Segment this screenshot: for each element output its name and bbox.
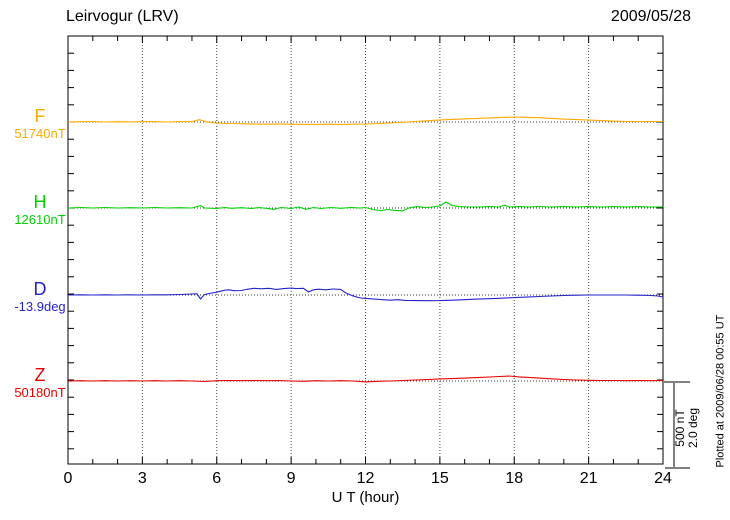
scale-bar <box>663 381 690 469</box>
plot-border <box>67 35 664 465</box>
x-axis-title: U T (hour) <box>331 489 400 506</box>
channel-Z-letter: Z <box>34 365 46 385</box>
trace-Z <box>67 375 664 383</box>
trace-F <box>67 116 663 125</box>
channel-D-value: -13.9deg <box>14 299 66 314</box>
channel-H-letter: H <box>33 192 47 212</box>
plot-frame <box>67 35 664 465</box>
channel-F-letter: F <box>34 106 46 126</box>
x-tick-label-24: 24 <box>654 470 672 487</box>
station-title: Leirvogur (LRV) <box>66 8 179 25</box>
plotted-at-note: Plotted at 2009/06/28 00:55 UT <box>714 314 727 468</box>
scale-bar-deg: 2.0 deg <box>686 407 700 449</box>
channel-Z-value: 50180nT <box>14 385 66 400</box>
x-tick-label-18: 18 <box>505 470 524 487</box>
grid-layer <box>141 36 590 464</box>
channel-H-value: 12610nT <box>14 212 66 227</box>
x-tick-label-12: 12 <box>356 470 375 487</box>
trace-D <box>67 287 664 302</box>
trace-H <box>67 201 663 212</box>
scale-bar-text: 500 nT 2.0 deg <box>673 382 700 474</box>
x-tick-label-15: 15 <box>430 470 449 487</box>
tick-layer <box>67 35 664 464</box>
x-tick-label-6: 6 <box>212 470 222 487</box>
channel-F-value: 51740nT <box>14 126 66 141</box>
date-label: 2009/05/28 <box>610 8 691 25</box>
x-tick-label-0: 0 <box>63 470 73 487</box>
x-tick-label-21: 21 <box>579 470 598 487</box>
trace-layer <box>67 116 664 383</box>
x-tick-label-9: 9 <box>286 470 296 487</box>
x-tick-label-3: 3 <box>137 470 147 487</box>
channel-D-letter: D <box>33 279 47 299</box>
